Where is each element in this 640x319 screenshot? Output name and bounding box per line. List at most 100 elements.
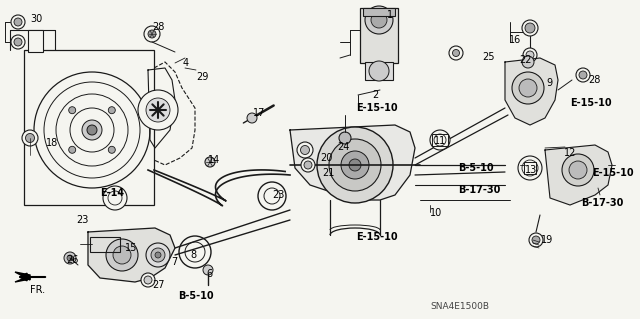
- Polygon shape: [290, 125, 415, 200]
- Circle shape: [106, 239, 138, 271]
- Circle shape: [11, 15, 25, 29]
- Text: FR.: FR.: [30, 285, 45, 295]
- Circle shape: [301, 145, 310, 154]
- Circle shape: [11, 35, 25, 49]
- Circle shape: [14, 18, 22, 26]
- Text: 16: 16: [509, 35, 521, 45]
- Text: 4: 4: [183, 58, 189, 68]
- Text: 10: 10: [430, 208, 442, 218]
- Circle shape: [64, 252, 76, 264]
- Text: B-17-30: B-17-30: [458, 185, 500, 195]
- Circle shape: [301, 158, 315, 172]
- Polygon shape: [545, 145, 612, 205]
- Circle shape: [317, 127, 393, 203]
- Circle shape: [526, 51, 534, 59]
- Circle shape: [579, 71, 587, 79]
- Text: 11: 11: [434, 136, 446, 146]
- Circle shape: [103, 186, 127, 210]
- Circle shape: [113, 246, 131, 264]
- Circle shape: [67, 255, 73, 261]
- Circle shape: [144, 26, 160, 42]
- Circle shape: [87, 125, 97, 135]
- Text: 30: 30: [30, 14, 42, 24]
- Text: B-5-10: B-5-10: [458, 163, 493, 173]
- Circle shape: [512, 72, 544, 104]
- Circle shape: [146, 243, 170, 267]
- Text: 12: 12: [564, 148, 577, 158]
- Polygon shape: [88, 228, 175, 282]
- Text: E-15-10: E-15-10: [592, 168, 634, 178]
- Circle shape: [155, 252, 161, 258]
- Circle shape: [430, 130, 450, 150]
- Text: 22: 22: [519, 55, 531, 65]
- Circle shape: [108, 107, 115, 114]
- Text: 19: 19: [541, 235, 553, 245]
- Circle shape: [203, 265, 213, 275]
- Text: 18: 18: [46, 138, 58, 148]
- Text: SNA4E1500B: SNA4E1500B: [430, 302, 489, 311]
- Text: 20: 20: [320, 153, 332, 163]
- Circle shape: [141, 273, 155, 287]
- Text: E-15-10: E-15-10: [570, 98, 612, 108]
- Text: 6: 6: [206, 269, 212, 279]
- Text: E-15-10: E-15-10: [356, 103, 397, 113]
- Circle shape: [365, 6, 393, 34]
- Circle shape: [68, 146, 76, 153]
- Bar: [363, 8, 395, 16]
- Circle shape: [525, 23, 535, 33]
- Circle shape: [148, 30, 156, 38]
- Circle shape: [576, 68, 590, 82]
- Circle shape: [349, 159, 361, 171]
- Bar: [28, 30, 43, 52]
- Text: 2: 2: [372, 90, 378, 100]
- Polygon shape: [15, 272, 30, 280]
- Text: E-15-10: E-15-10: [356, 232, 397, 242]
- Circle shape: [138, 90, 178, 130]
- Circle shape: [205, 157, 215, 167]
- Text: 26: 26: [66, 255, 78, 265]
- Circle shape: [68, 107, 76, 114]
- Circle shape: [329, 139, 381, 191]
- Text: B-17-30: B-17-30: [581, 198, 623, 208]
- Text: 9: 9: [546, 78, 552, 88]
- Circle shape: [529, 233, 543, 247]
- Circle shape: [14, 38, 22, 46]
- Circle shape: [369, 61, 389, 81]
- Text: 7: 7: [171, 257, 177, 267]
- Text: 23: 23: [272, 190, 284, 200]
- Circle shape: [522, 20, 538, 36]
- Text: 1: 1: [387, 10, 393, 20]
- Circle shape: [304, 161, 312, 169]
- Circle shape: [449, 46, 463, 60]
- Bar: [365, 62, 393, 80]
- Circle shape: [26, 133, 35, 143]
- Circle shape: [371, 12, 387, 28]
- Bar: [24, 50, 154, 205]
- Polygon shape: [505, 58, 558, 125]
- Text: 24: 24: [337, 142, 349, 152]
- Bar: [432, 134, 448, 146]
- Polygon shape: [148, 68, 175, 148]
- Text: 17: 17: [253, 108, 266, 118]
- Text: 27: 27: [152, 280, 164, 290]
- Circle shape: [562, 154, 594, 186]
- Circle shape: [519, 79, 537, 97]
- Circle shape: [108, 146, 115, 153]
- Circle shape: [341, 151, 369, 179]
- Circle shape: [523, 48, 537, 62]
- Circle shape: [569, 161, 587, 179]
- Circle shape: [247, 113, 257, 123]
- Text: 28: 28: [588, 75, 600, 85]
- Text: 28: 28: [152, 22, 164, 32]
- Polygon shape: [15, 276, 30, 282]
- Text: 25: 25: [482, 52, 495, 62]
- Circle shape: [518, 156, 542, 180]
- Text: 8: 8: [190, 250, 196, 260]
- Circle shape: [258, 182, 286, 210]
- Circle shape: [297, 142, 313, 158]
- Text: E-14: E-14: [100, 188, 124, 198]
- Circle shape: [339, 132, 351, 144]
- Circle shape: [522, 56, 534, 68]
- Circle shape: [179, 236, 211, 268]
- Text: 23: 23: [76, 215, 88, 225]
